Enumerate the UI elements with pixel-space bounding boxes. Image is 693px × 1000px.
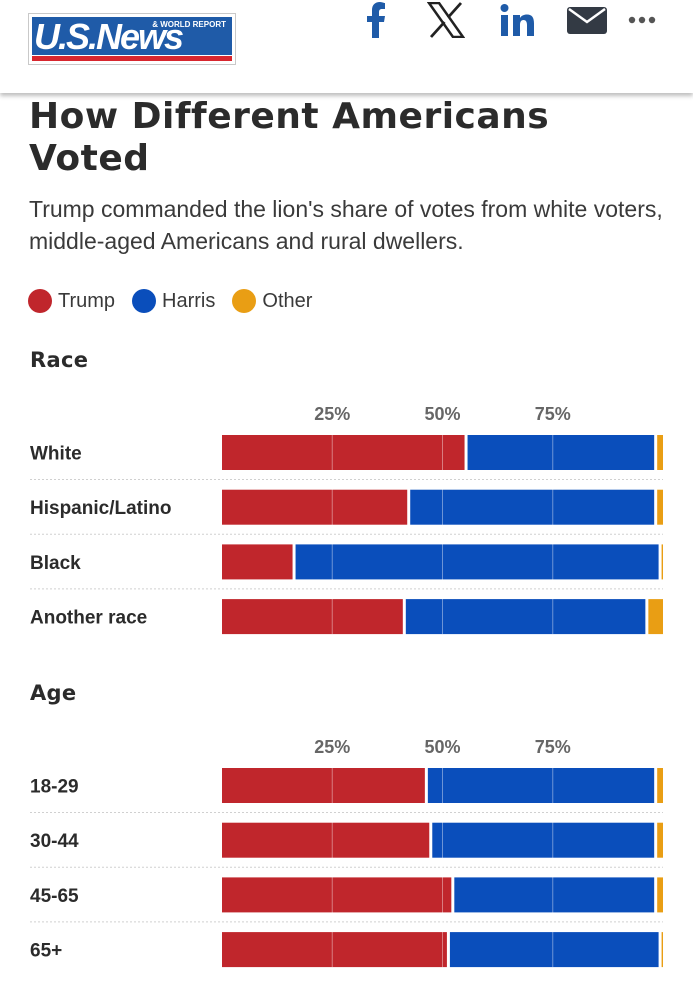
category-label-45-65: 45-65 (30, 886, 79, 907)
tick-label-75: 75% (535, 404, 571, 424)
age-section-title: Age (30, 681, 77, 705)
bar-trump-white (222, 435, 465, 470)
legend-label-trump: Trump (58, 289, 116, 312)
usnews-logo[interactable]: U.S.News & WORLD REPORT (28, 13, 236, 65)
bar-other-another-race (648, 599, 663, 635)
category-label-another-race: Another race (30, 608, 147, 629)
bar-trump-hispanic-latino (222, 489, 408, 525)
bar-other-30-44 (657, 822, 663, 858)
legend-label-harris: Harris (162, 289, 216, 312)
linkedin-icon[interactable] (497, 0, 537, 40)
category-label-30-44: 30-44 (30, 831, 79, 852)
tick-label-50: 50% (424, 737, 460, 757)
legend-item-harris: Harris (132, 289, 215, 313)
bar-other-45-65 (657, 877, 663, 913)
tick-label-75: 75% (535, 737, 571, 757)
age-bar-chart: 25% 50% 75% 18-29 30-44 45-65 65+ (30, 737, 663, 968)
article-subtitle: Trump commanded the lion's share of vote… (29, 196, 663, 254)
bar-harris-65 (449, 932, 659, 968)
category-label-hispanic-latino: Hispanic/Latino (30, 498, 171, 519)
race-bar-chart: 25% 50% 75% White Hispanic/Latino Black Anothe… (30, 404, 663, 635)
bar-other-black (661, 544, 663, 580)
logo-subtext: & WORLD REPORT (152, 20, 226, 29)
bar-trump-65 (222, 932, 447, 968)
legend-swatch-trump (28, 289, 52, 313)
legend-swatch-other (232, 289, 257, 313)
facebook-icon[interactable] (360, 0, 392, 40)
bar-trump-black (222, 544, 293, 580)
legend-item-other: Other (232, 289, 312, 313)
category-label-18-29: 18-29 (30, 777, 79, 798)
race-section-title: Race (30, 348, 89, 372)
bar-harris-hispanic-latino (410, 489, 655, 525)
more-icon[interactable] (627, 0, 657, 40)
article-title: How Different Americans Voted (29, 96, 550, 179)
category-label-black: Black (30, 553, 81, 574)
chart-legend: Trump Harris Other (28, 287, 329, 315)
bar-other-65 (661, 932, 663, 968)
legend-swatch-harris (132, 289, 157, 313)
x-icon[interactable] (426, 0, 466, 40)
bar-other-hispanic-latino (657, 489, 663, 525)
category-label-white: White (30, 444, 82, 465)
tick-label-50: 50% (424, 404, 460, 424)
logo-blue-band: U.S.News & WORLD REPORT (32, 16, 232, 57)
bar-harris-white (467, 435, 655, 470)
bar-other-18-29 (657, 768, 663, 803)
bar-harris-45-65 (454, 877, 655, 913)
category-label-65: 65+ (30, 941, 62, 962)
legend-item-trump: Trump (28, 289, 115, 313)
bar-harris-30-44 (432, 822, 655, 858)
bar-harris-another-race (405, 599, 646, 635)
bar-harris-black (295, 544, 659, 580)
email-icon[interactable] (566, 0, 608, 40)
legend-label-other: Other (262, 289, 313, 312)
logo-red-stripe (32, 56, 232, 61)
logo-wordmark: U.S.News (34, 16, 184, 57)
tick-label-25: 25% (314, 404, 350, 424)
site-header: U.S.News & WORLD REPORT (0, 0, 693, 93)
bar-harris-18-29 (427, 768, 655, 803)
bar-trump-18-29 (222, 768, 425, 803)
bar-trump-45-65 (222, 877, 452, 913)
tick-label-25: 25% (314, 737, 350, 757)
bar-trump-another-race (222, 599, 403, 635)
bar-trump-30-44 (222, 822, 430, 858)
bar-other-white (657, 435, 663, 470)
